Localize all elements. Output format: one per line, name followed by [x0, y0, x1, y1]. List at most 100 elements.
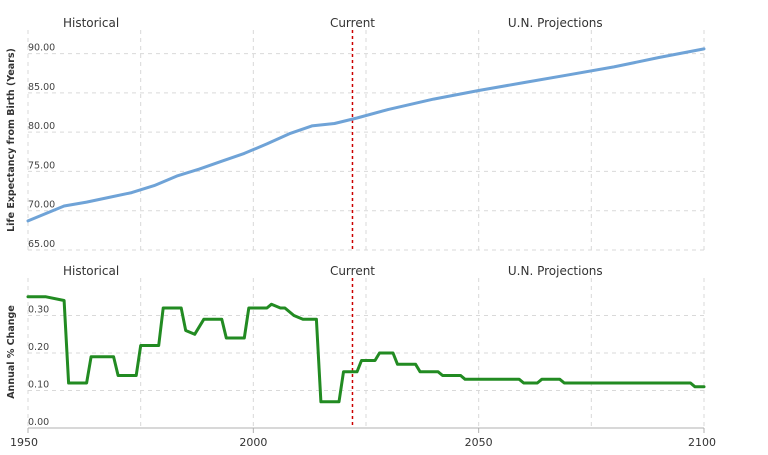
data-point: [134, 374, 138, 377]
data-point: [130, 191, 133, 194]
data-point: [202, 318, 205, 321]
data-point: [225, 336, 228, 340]
data-point: [85, 200, 88, 204]
data-point: [536, 381, 539, 385]
data-point: [180, 306, 183, 310]
data-point: [337, 400, 341, 403]
y-tick-label: 90.00: [28, 43, 55, 54]
x-tick-label: 2100: [688, 436, 716, 449]
data-point: [152, 184, 156, 187]
data-point: [310, 124, 314, 128]
data-point: [243, 152, 246, 155]
section-label: Current: [330, 264, 375, 278]
shared-x-axis: 1950 2000 2050 2100: [10, 427, 716, 449]
data-point: [62, 299, 66, 302]
y-tick-label: 0.10: [28, 380, 49, 391]
data-point: [522, 381, 525, 385]
data-point: [315, 318, 318, 321]
data-point: [342, 370, 345, 373]
data-point: [184, 329, 187, 332]
data-point: [432, 97, 435, 101]
data-point: [283, 306, 287, 310]
data-point: [563, 381, 566, 385]
y-tick-label: 0.20: [28, 342, 49, 353]
y-tick-label: 80.00: [28, 121, 55, 132]
data-point: [62, 204, 66, 208]
y-tick-label: 0.30: [28, 305, 49, 316]
data-point: [279, 306, 282, 310]
data-point: [355, 370, 359, 373]
data-point: [220, 160, 223, 163]
data-point: [693, 385, 697, 388]
data-point: [220, 318, 223, 321]
section-label: Historical: [63, 16, 119, 30]
x-tick-label: 2050: [465, 436, 493, 449]
data-point: [26, 219, 30, 223]
data-point: [44, 295, 48, 298]
y-tick-label: 65.00: [28, 239, 55, 250]
data-point: [702, 385, 706, 388]
data-point: [292, 314, 296, 317]
data-point: [270, 303, 273, 306]
x-tick-label: 2000: [239, 436, 267, 449]
data-point: [162, 306, 165, 310]
data-point: [67, 381, 70, 385]
y-axis-label: Life Expectancy from Birth (Years): [6, 48, 17, 232]
data-point: [243, 336, 246, 340]
data-point: [360, 359, 363, 362]
data-point: [26, 295, 30, 298]
section-label: U.N. Projections: [508, 264, 603, 278]
data-point: [657, 56, 661, 59]
data-point: [414, 363, 417, 366]
bottom-panel-annual-change: 0.00 0.10 0.20 0.30 Annual % Change Historica…: [6, 264, 706, 429]
data-point: [463, 378, 467, 381]
data-point: [89, 355, 93, 358]
data-point: [702, 47, 706, 51]
data-point: [265, 142, 269, 146]
section-label: Historical: [63, 264, 119, 278]
data-point: [175, 174, 178, 178]
data-point: [107, 196, 111, 199]
section-label: Current: [330, 16, 375, 30]
data-point: [477, 89, 480, 92]
data-point: [198, 167, 201, 171]
y-tick-label: 85.00: [28, 82, 55, 93]
data-point: [387, 108, 390, 111]
data-point: [301, 318, 305, 321]
data-point: [391, 351, 395, 355]
data-point: [459, 374, 462, 377]
data-point: [373, 359, 377, 362]
data-point: [319, 400, 323, 403]
data-point: [193, 333, 196, 336]
data-point: [689, 381, 692, 385]
y-tick-label: 75.00: [28, 160, 55, 171]
data-point: [355, 116, 359, 120]
data-point: [612, 65, 616, 69]
data-point: [378, 351, 381, 355]
data-point: [522, 81, 525, 84]
x-tick-label: 1950: [10, 436, 38, 449]
data-point: [567, 73, 570, 76]
top-panel-life-expectancy: 65.00 70.00 75.00 80.00 85.00 90.00 Life Expec…: [6, 16, 706, 251]
data-point: [265, 306, 269, 310]
y-tick-label: 70.00: [28, 200, 55, 211]
data-point: [247, 306, 251, 310]
data-point: [333, 122, 336, 125]
data-point: [139, 344, 142, 347]
data-point: [396, 363, 399, 366]
section-label: U.N. Projections: [508, 16, 603, 30]
data-point: [116, 374, 120, 377]
data-point: [288, 132, 291, 135]
data-point: [112, 355, 115, 358]
data-point: [441, 374, 444, 377]
data-point: [518, 378, 521, 381]
data-point: [540, 378, 543, 381]
y-axis-label: Annual % Change: [6, 305, 17, 399]
y-tick-label: 0.00: [28, 417, 49, 428]
data-point: [436, 370, 440, 373]
data-point: [85, 381, 88, 385]
data-point: [418, 370, 422, 373]
data-point: [558, 378, 561, 381]
